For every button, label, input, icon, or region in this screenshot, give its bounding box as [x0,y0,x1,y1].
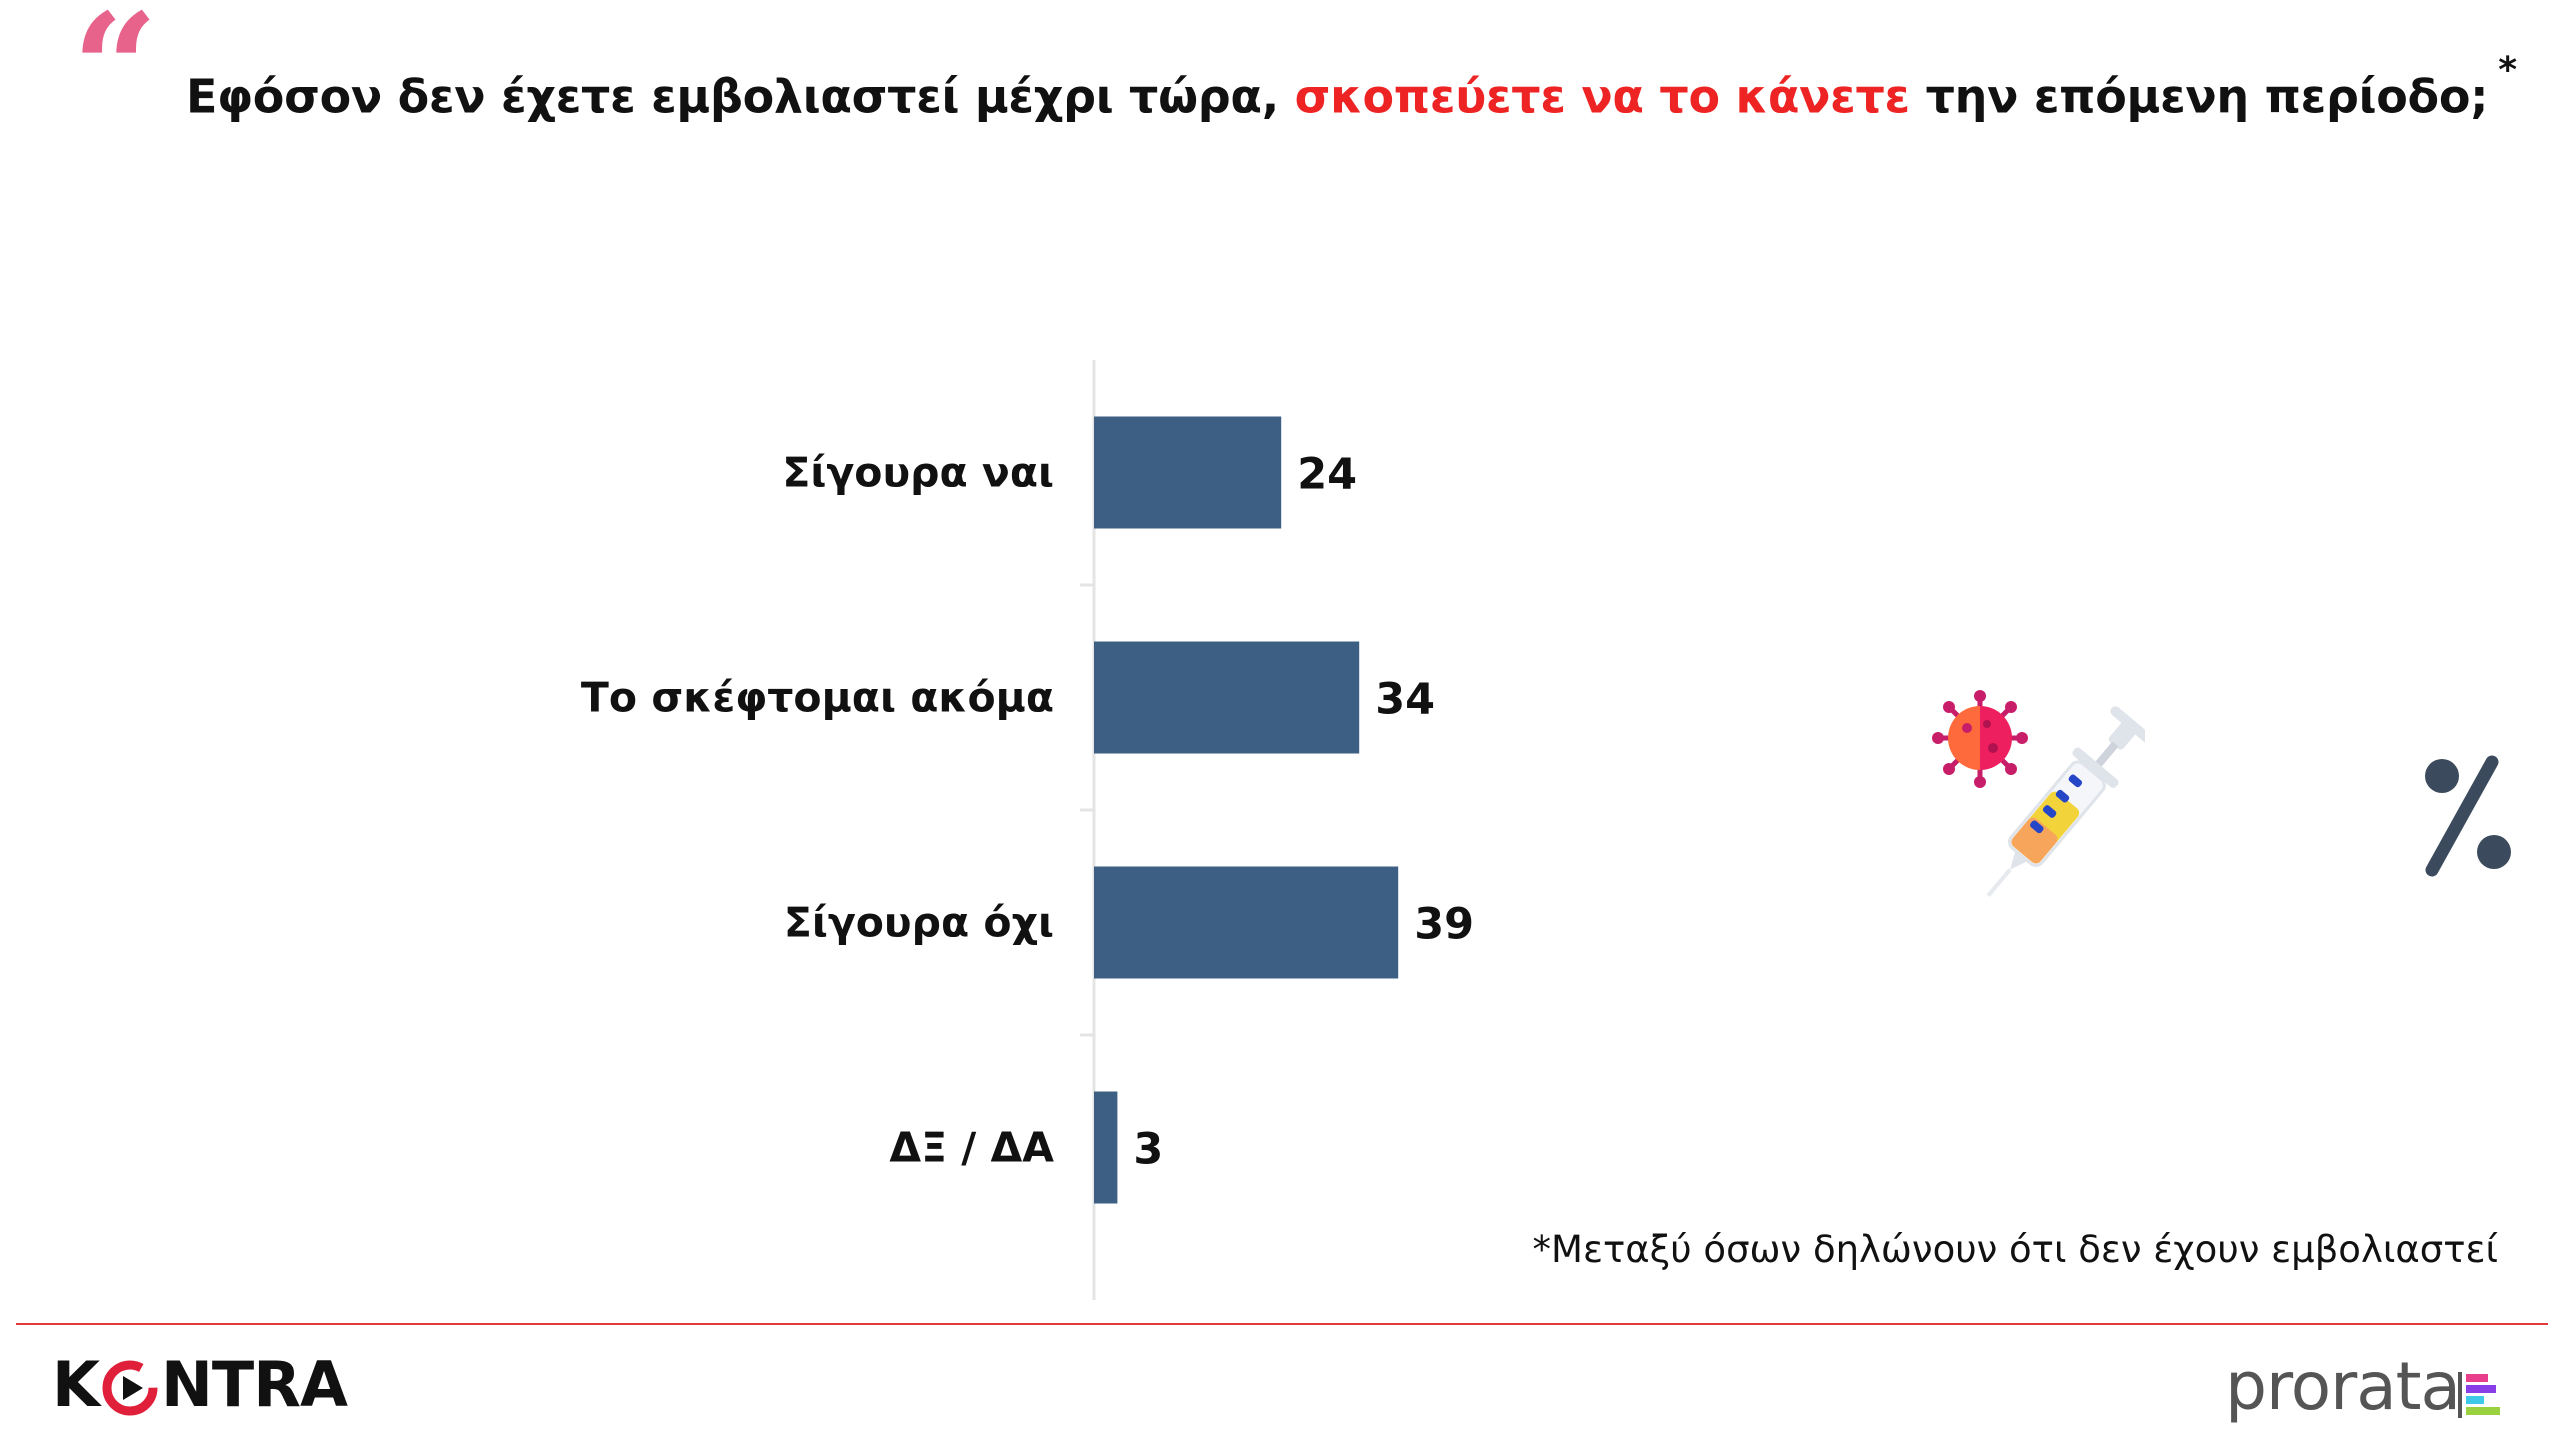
bar-chart: Σίγουρα ναι 24 Το σκέφτομαι ακόμα 34 Σίγουρα… [581,360,1474,1300]
question-text-start: Εφόσον δεν έχετε εμβολιαστεί μέχρι τώρα, [186,69,1295,124]
question-text-highlight: σκοπεύετε να το κάνετε [1294,69,1911,124]
question-title: Εφόσον δεν έχετε εμβολιαστεί μέχρι τώρα,… [186,50,2517,124]
data-label: 3 [1133,1125,1163,1175]
kontra-logo-k: K [52,1348,100,1421]
data-label: 24 [1297,450,1357,500]
syringe-icon [1986,706,2145,897]
bar [1094,1091,1118,1204]
bar [1094,641,1360,754]
kontra-play-icon [102,1360,158,1415]
data-label: 34 [1375,675,1435,725]
question-text-end: την επόμενη περίοδο; [1909,69,2489,124]
percent-icon [2425,755,2511,877]
kontra-logo-rest: NTRA [161,1348,348,1421]
vaccine-icon [1932,690,2145,897]
footnote: *Μεταξύ όσων δηλώνουν ότι δεν έχουν εμβο… [1532,1228,2498,1271]
bar [1094,866,1399,979]
data-label: 39 [1414,900,1474,950]
prorata-bars-icon [2458,1372,2500,1418]
footnote-marker: * [2498,50,2517,91]
category-label: Το σκέφτομαι ακόμα [581,674,1054,722]
bar [1094,416,1282,529]
footer-divider [16,1323,2548,1325]
kontra-logo: K NTRA [52,1348,348,1421]
category-label: ΔΞ / ΔΑ [889,1124,1054,1172]
category-label: Σίγουρα όχι [784,899,1054,947]
quote-icon: “ [72,0,159,157]
category-label: Σίγουρα ναι [782,449,1054,497]
virus-icon [1932,690,2028,788]
prorata-logo: prorata [2225,1348,2461,1425]
